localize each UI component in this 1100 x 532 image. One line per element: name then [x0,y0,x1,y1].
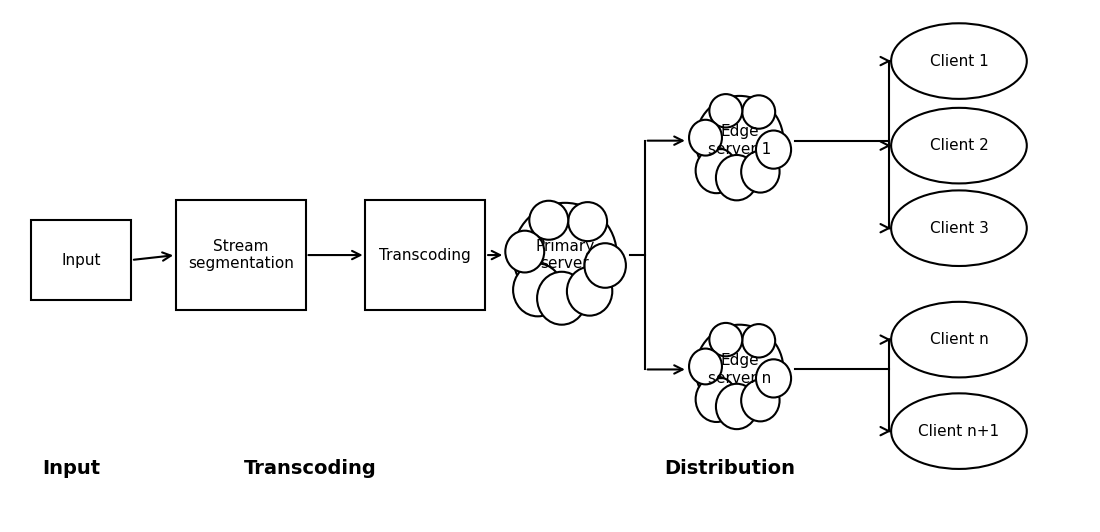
Bar [176,201,306,310]
Ellipse shape [566,267,613,315]
Text: Client 3: Client 3 [930,221,989,236]
Text: Edge
server n: Edge server n [708,353,771,386]
Ellipse shape [695,96,783,186]
Ellipse shape [742,324,775,358]
Ellipse shape [756,130,791,169]
Text: Distribution: Distribution [664,460,795,478]
Ellipse shape [513,263,562,317]
Text: Edge
server 1: Edge server 1 [708,124,771,157]
Text: Transcoding: Transcoding [244,460,377,478]
Ellipse shape [710,323,742,356]
Ellipse shape [689,120,722,155]
Ellipse shape [695,148,737,193]
Ellipse shape [584,243,626,288]
Ellipse shape [891,393,1026,469]
Text: Client 1: Client 1 [930,54,988,69]
Text: Client 2: Client 2 [930,138,988,153]
Ellipse shape [529,201,569,240]
Ellipse shape [537,272,586,325]
Ellipse shape [891,302,1026,377]
Text: Client n+1: Client n+1 [918,423,1000,438]
Text: Transcoding: Transcoding [379,247,471,263]
Text: Input: Input [62,253,101,268]
Ellipse shape [505,231,544,272]
Ellipse shape [716,384,758,429]
Ellipse shape [716,155,758,201]
Ellipse shape [891,108,1026,184]
Bar [365,201,485,310]
Ellipse shape [741,151,780,193]
Ellipse shape [710,94,742,128]
Bar [31,220,131,300]
Ellipse shape [513,203,617,307]
Text: Primary
server: Primary server [536,239,595,271]
Ellipse shape [695,377,737,422]
Ellipse shape [689,348,722,385]
Ellipse shape [891,190,1026,266]
Ellipse shape [741,380,780,421]
Ellipse shape [569,202,607,241]
Text: Stream
segmentation: Stream segmentation [188,239,294,271]
Text: Client n: Client n [930,332,988,347]
Ellipse shape [742,95,775,129]
Text: Input: Input [42,460,100,478]
Ellipse shape [756,359,791,397]
Ellipse shape [891,23,1026,99]
Ellipse shape [695,325,783,414]
